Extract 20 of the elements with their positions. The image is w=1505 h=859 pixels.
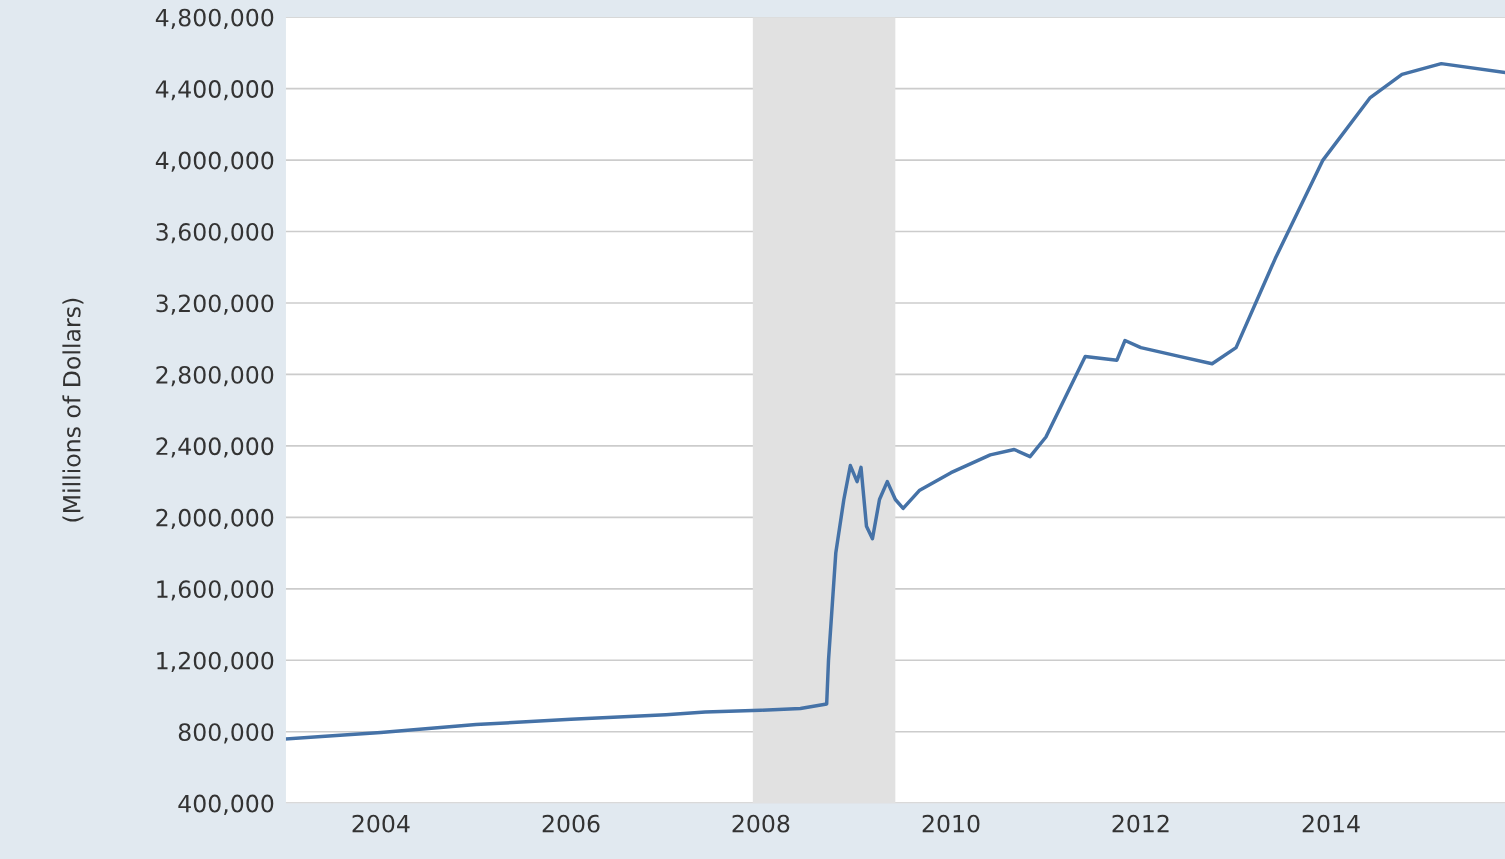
y-tick-label: 800,000	[178, 723, 274, 744]
y-tick-label: 4,800,000	[155, 8, 274, 29]
y-tick-label: 3,200,000	[156, 294, 274, 315]
x-tick-label: 2010	[922, 814, 980, 833]
line-series	[285, 61, 1505, 741]
x-tick-label: 2014	[1302, 814, 1360, 833]
y-tick-label: 1,600,000	[157, 580, 274, 601]
y-tick-label: 4,000,000	[155, 151, 274, 172]
y-tick-label: 1,200,000	[157, 651, 274, 672]
y-tick-label: 2,000,000	[156, 508, 274, 530]
y-axis-title: (Millions of Dollars)	[62, 298, 84, 522]
y-tick-label: 400,000	[178, 794, 274, 815]
y-tick-label: 3,600,000	[156, 222, 274, 244]
x-tick-label: 2004	[352, 814, 410, 833]
y-tick-label: 2,800,000	[156, 365, 274, 387]
x-tick-label: 2008	[732, 814, 790, 833]
x-tick-label: 2012	[1112, 814, 1169, 833]
x-tick-label: 2006	[542, 814, 600, 833]
y-tick-label: 4,400,000	[155, 80, 274, 101]
y-tick-label: 2,400,000	[156, 437, 274, 458]
